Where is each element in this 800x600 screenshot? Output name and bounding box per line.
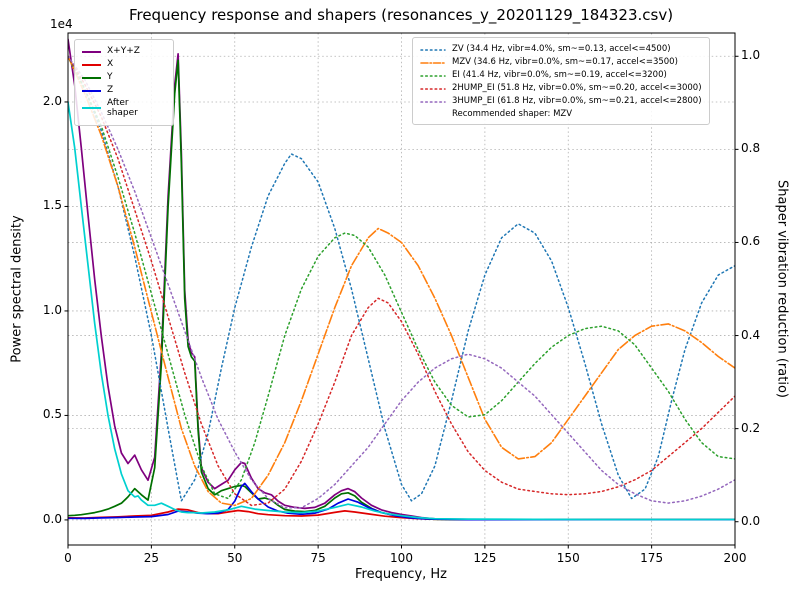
- x-tick-label: 150: [556, 551, 580, 565]
- legend-item-3hump_ei: 3HUMP_EI (61.8 Hz, vibr=0.0%, sm~=0.21, …: [420, 96, 702, 107]
- chart-title: Frequency response and shapers (resonanc…: [128, 6, 674, 24]
- legend-line-sample: [420, 61, 446, 64]
- curve-mzv: [68, 55, 735, 507]
- legend-item-z: Z: [82, 85, 166, 96]
- curve-ei: [68, 55, 735, 500]
- legend-label: Z: [107, 85, 114, 96]
- left-tick-label: 0.0: [42, 511, 62, 526]
- legend-line-sample: [82, 63, 101, 66]
- legend-label: EI (41.4 Hz, vibr=0.0%, sm~=0.19, accel<…: [452, 70, 667, 81]
- legend-item-after_shaper: After shaper: [82, 98, 166, 119]
- curve-3hump_ei: [68, 55, 735, 509]
- legend-label: MZV (34.6 Hz, vibr=0.0%, sm~=0.17, accel…: [452, 57, 678, 68]
- left-tick-label: 1.0: [42, 302, 62, 317]
- x-tick-label: 25: [143, 551, 160, 565]
- curves-group: [68, 38, 735, 521]
- legend-line-sample: [82, 107, 101, 110]
- legend-line-sample: [420, 87, 446, 90]
- x-tick-label: 50: [227, 551, 243, 565]
- legend-item-ei: EI (41.4 Hz, vibr=0.0%, sm~=0.19, accel<…: [420, 70, 702, 81]
- x-tick-label: 200: [723, 551, 747, 565]
- legend-item-x: X: [82, 59, 166, 70]
- legend-label: X: [107, 59, 114, 70]
- legend-label: X+Y+Z: [107, 46, 140, 57]
- recommended-shaper-note: Recommended shaper: MZV: [452, 109, 573, 120]
- legend-item-mzv: MZV (34.6 Hz, vibr=0.0%, sm~=0.17, accel…: [420, 57, 702, 68]
- legend-label: After shaper: [107, 98, 138, 119]
- legend-line-sample: [82, 50, 101, 53]
- shaper-legend: ZV (34.4 Hz, vibr=4.0%, sm~=0.13, accel<…: [412, 37, 710, 126]
- psd-legend: X+Y+Z X Y Z After shaper: [74, 39, 174, 126]
- left-tick-label: 0.5: [42, 407, 62, 422]
- legend-line-sample: [82, 89, 101, 92]
- legend-label: ZV (34.4 Hz, vibr=4.0%, sm~=0.13, accel<…: [452, 44, 671, 54]
- x-tick-label: 75: [310, 551, 326, 565]
- legend-label: Y: [107, 72, 113, 83]
- legend-line-sample: [420, 48, 446, 51]
- legend-line-sample: [420, 74, 446, 77]
- right-tick-label: 0.2: [741, 420, 761, 435]
- x-tick-label: 175: [640, 551, 664, 565]
- right-tick-label: 0.8: [741, 141, 761, 156]
- right-tick-label: 0.4: [741, 327, 761, 342]
- x-tick-label: 0: [64, 551, 72, 565]
- curve-zv: [68, 55, 735, 502]
- right-tick-label: 0.0: [741, 513, 761, 528]
- x-tick-label: 125: [473, 551, 497, 565]
- legend-item-zv: ZV (34.4 Hz, vibr=4.0%, sm~=0.13, accel<…: [420, 44, 702, 55]
- legend-line-sample: [82, 76, 101, 79]
- right-tick-label: 0.6: [741, 234, 761, 249]
- left-axis-offset-text: 1e4: [50, 17, 73, 31]
- curve-after_shaper: [68, 101, 735, 521]
- legend-label: 3HUMP_EI (61.8 Hz, vibr=0.0%, sm~=0.21, …: [452, 96, 702, 107]
- x-axis-label: Frequency, Hz: [354, 567, 448, 582]
- legend-line-sample: [420, 100, 446, 103]
- legend-item-y: Y: [82, 72, 166, 83]
- legend-item-xyz: X+Y+Z: [82, 46, 166, 57]
- legend-item-2hump_ei: 2HUMP_EI (51.8 Hz, vibr=0.0%, sm~=0.20, …: [420, 83, 702, 94]
- x-tick-label: 100: [390, 551, 413, 565]
- left-tick-label: 1.5: [42, 198, 62, 213]
- right-tick-label: 1.0: [741, 48, 761, 63]
- legend-label: 2HUMP_EI (51.8 Hz, vibr=0.0%, sm~=0.20, …: [452, 83, 702, 94]
- left-tick-label: 2.0: [42, 93, 62, 108]
